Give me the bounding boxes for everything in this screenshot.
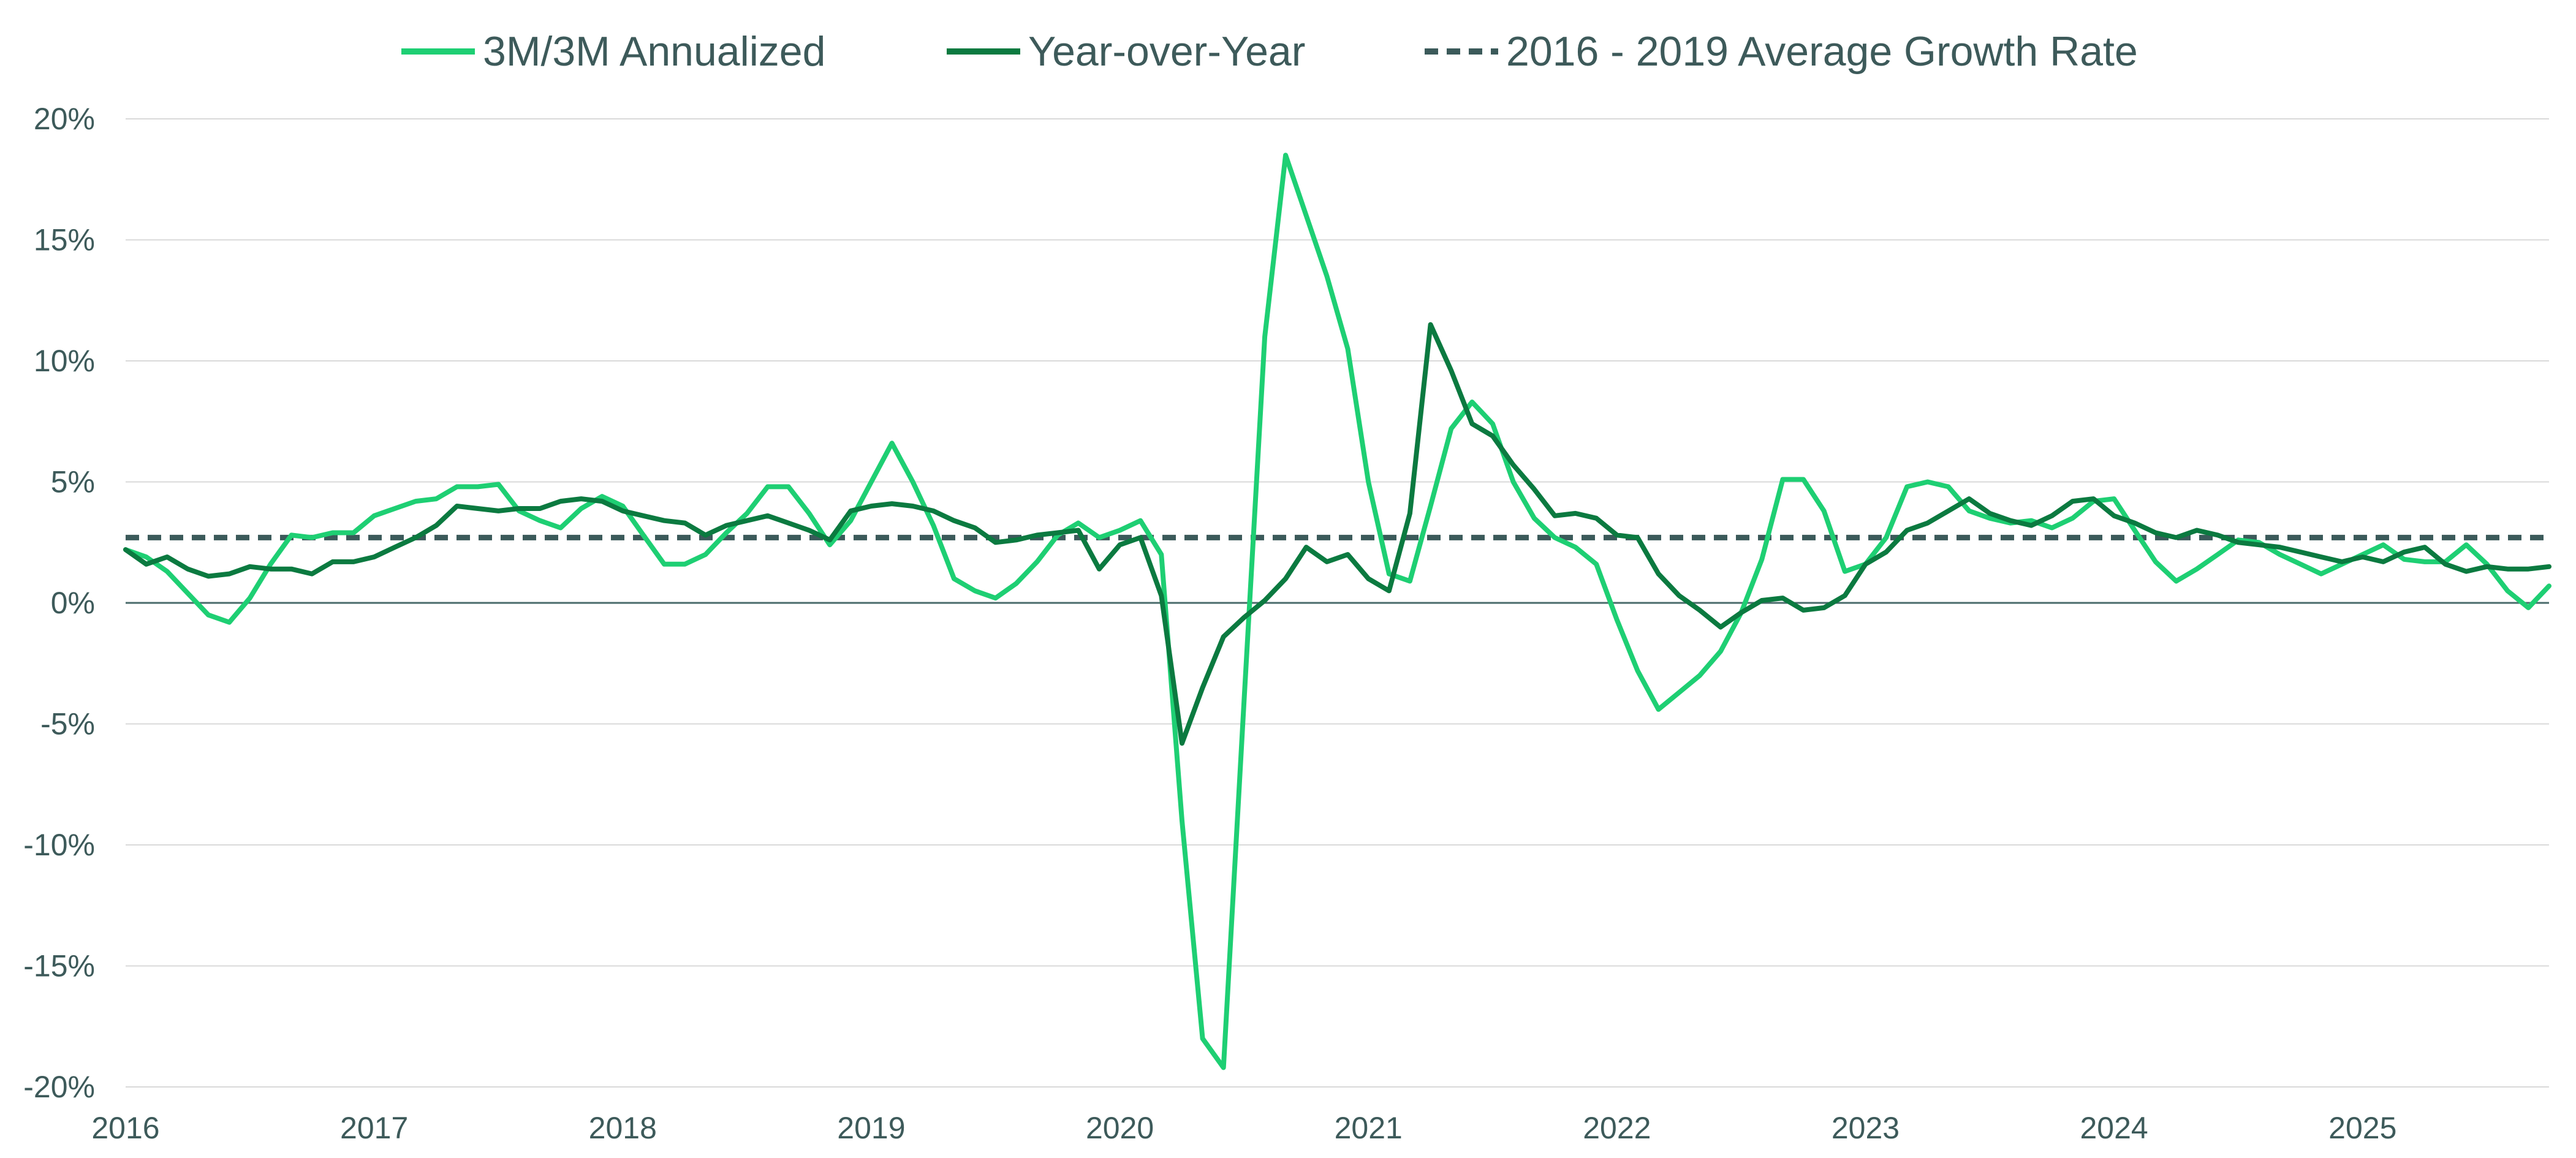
y-tick-label: -15% <box>23 949 95 983</box>
x-tick-label: 2025 <box>2328 1111 2396 1145</box>
legend-label-3m3m: 3M/3M Annualized <box>483 28 825 75</box>
legend-label-average: 2016 - 2019 Average Growth Rate <box>1506 28 2138 75</box>
x-tick-label: 2018 <box>589 1111 657 1145</box>
y-tick-label: 0% <box>51 586 95 620</box>
y-tick-label: 5% <box>51 465 95 499</box>
gridlines <box>126 118 2549 1088</box>
series-lines <box>123 153 2551 1070</box>
x-tick-label: 2024 <box>2080 1111 2148 1145</box>
y-tick-label: -20% <box>23 1070 95 1104</box>
x-axis-ticks: 2016 2017 2018 2019 2020 2021 2022 2023 2024 2025 <box>91 1111 2396 1145</box>
y-tick-label: 15% <box>34 223 95 257</box>
x-tick-label: 2019 <box>837 1111 905 1145</box>
legend-label-yoy: Year-over-Year <box>1028 28 1305 75</box>
y-tick-label: 10% <box>34 344 95 378</box>
y-tick-label: -10% <box>23 828 95 862</box>
y-axis-ticks: 20% 15% 10% 5% 0% -5% -10% -15% -20% <box>23 102 95 1104</box>
series-line-0 <box>123 153 2551 1070</box>
x-tick-label: 2020 <box>1086 1111 1154 1145</box>
series-line-1 <box>123 322 2551 746</box>
y-tick-label: 20% <box>34 102 95 136</box>
x-tick-label: 2021 <box>1335 1111 1403 1145</box>
legend: 3M/3M Annualized Year-over-Year 2016 - 2… <box>401 28 2138 75</box>
x-tick-label: 2016 <box>91 1111 159 1145</box>
x-tick-label: 2023 <box>1832 1111 1900 1145</box>
y-tick-label: -5% <box>40 707 95 741</box>
x-tick-label: 2022 <box>1583 1111 1651 1145</box>
x-tick-label: 2017 <box>340 1111 408 1145</box>
